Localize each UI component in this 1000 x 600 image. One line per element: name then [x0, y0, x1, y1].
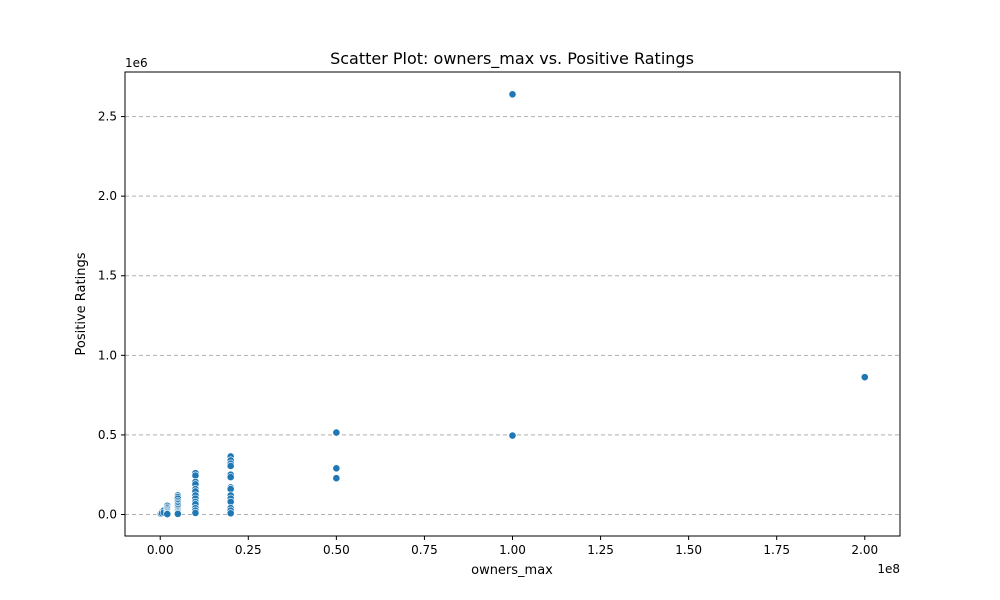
- grid-lines: [125, 116, 900, 516]
- data-point: [508, 90, 517, 99]
- x-axis-ticks: 0.00 0.25 0.50 0.75 1.00 1.25 1.50 1.75 2.00: [147, 536, 878, 557]
- x-tick-label: 1.75: [763, 543, 790, 557]
- y-axis-offset-label: 1e6: [125, 56, 148, 70]
- data-point: [191, 509, 200, 517]
- y-tick-label: 0.0: [98, 508, 117, 522]
- y-tick-label: 2.5: [98, 110, 117, 124]
- data-points: [156, 90, 869, 519]
- x-axis-offset-label: 1e8: [877, 562, 900, 576]
- data-point: [173, 509, 182, 518]
- y-axis-ticks: 0.0 0.5 1.0 1.5 2.0 2.5: [98, 110, 125, 522]
- chart-title: Scatter Plot: owners_max vs. Positive Ra…: [330, 49, 694, 69]
- plot-area-frame: [124, 71, 901, 537]
- y-tick-label: 2.0: [98, 189, 117, 203]
- data-point: [332, 474, 341, 483]
- x-tick-label: 0.00: [147, 543, 174, 557]
- x-axis-label: owners_max: [471, 563, 553, 578]
- x-tick-label: 1.00: [499, 543, 526, 557]
- data-point: [332, 464, 341, 473]
- data-point: [860, 373, 869, 382]
- x-tick-label: 1.50: [675, 543, 702, 557]
- data-point: [226, 462, 235, 470]
- x-tick-label: 0.50: [323, 543, 350, 557]
- y-tick-label: 0.5: [98, 428, 117, 442]
- data-point: [226, 473, 235, 482]
- y-tick-label: 1.0: [98, 348, 117, 362]
- data-point: [163, 510, 172, 518]
- x-tick-label: 1.25: [587, 543, 614, 557]
- data-point: [508, 431, 517, 440]
- y-axis-label: Positive Ratings: [74, 252, 89, 355]
- x-tick-label: 0.25: [235, 543, 262, 557]
- data-point: [226, 509, 235, 518]
- y-tick-label: 1.5: [98, 269, 117, 283]
- x-tick-label: 0.75: [411, 543, 438, 557]
- x-tick-label: 2.00: [851, 543, 878, 557]
- data-point: [332, 428, 341, 437]
